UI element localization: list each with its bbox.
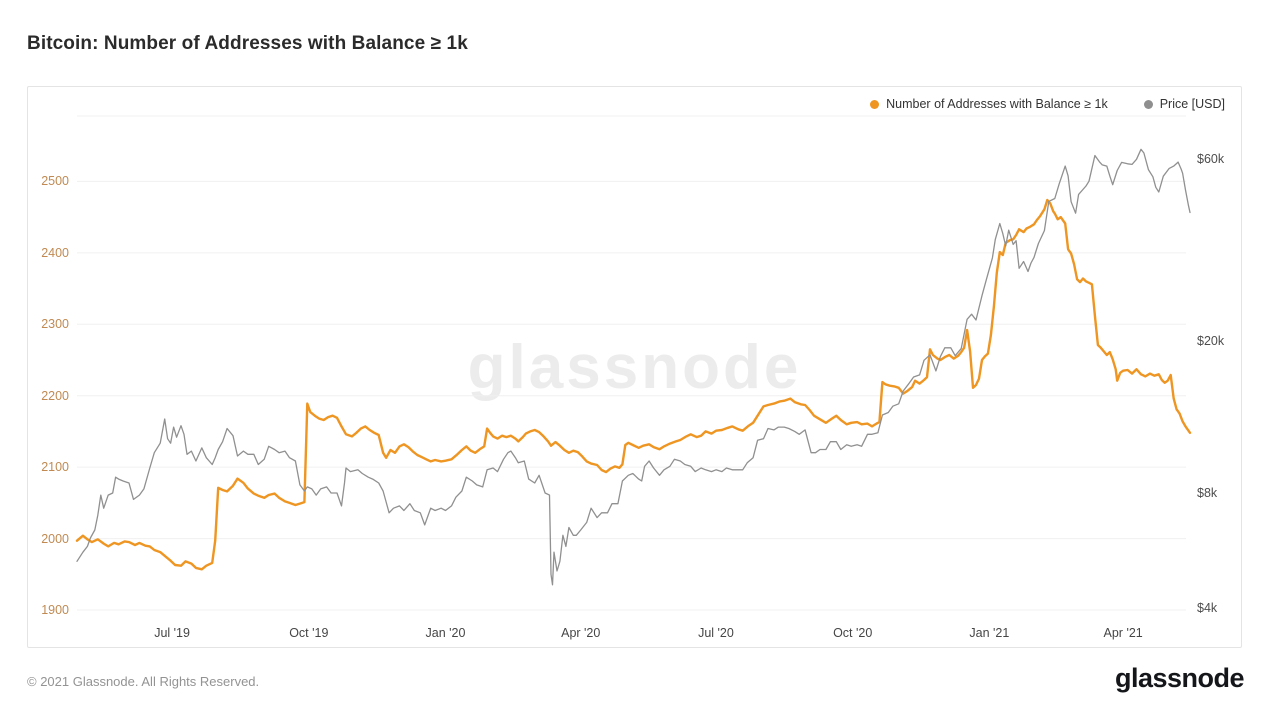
chart-plot-area[interactable] [28, 87, 1241, 647]
x-tick-label: Jul '20 [698, 626, 734, 640]
y-left-tick-label: 2300 [41, 317, 69, 332]
y-left-tick-label: 2500 [41, 174, 69, 189]
legend-dot-icon [1143, 99, 1153, 109]
y-left-tick-label: 2100 [41, 460, 69, 475]
addresses-series-line [75, 198, 1192, 571]
x-tick-label: Jan '21 [969, 626, 1010, 640]
y-right-tick-label: $4k [1197, 601, 1218, 615]
x-tick-label: Apr '20 [561, 626, 601, 640]
x-tick-label: Oct '19 [289, 626, 329, 640]
legend-item-price[interactable]: Price [USD] [1143, 97, 1225, 111]
chart-panel: glassnode Number of Addresses with Balan… [27, 86, 1242, 648]
x-tick-label: Jan '20 [425, 626, 466, 640]
page-title: Bitcoin: Number of Addresses with Balanc… [27, 33, 468, 54]
y-left-tick-label: 2400 [41, 245, 69, 260]
legend-label: Price [USD] [1159, 97, 1225, 111]
legend-item-addresses[interactable]: Number of Addresses with Balance ≥ 1k [870, 97, 1108, 111]
y-right-tick-label: $8k [1197, 486, 1218, 500]
y-left-tick-label: 2200 [41, 388, 69, 403]
glassnode-logo[interactable]: glassnode [1114, 663, 1245, 693]
x-tick-label: Apr '21 [1103, 626, 1143, 640]
x-tick-label: Jul '19 [154, 626, 190, 640]
legend: Number of Addresses with Balance ≥ 1k Pri… [870, 97, 1225, 111]
price-series-line [76, 148, 1191, 586]
y-right-tick-label: $60k [1197, 151, 1225, 166]
y-left-tick-label: 2000 [41, 531, 69, 546]
legend-label: Number of Addresses with Balance ≥ 1k [886, 97, 1108, 111]
y-right-tick-label: $20k [1197, 334, 1225, 348]
x-tick-label: Oct '20 [833, 626, 873, 640]
y-left-tick-label: 1900 [41, 603, 69, 617]
copyright-text: © 2021 Glassnode. All Rights Reserved. [27, 674, 260, 689]
legend-dot-icon [870, 99, 880, 109]
